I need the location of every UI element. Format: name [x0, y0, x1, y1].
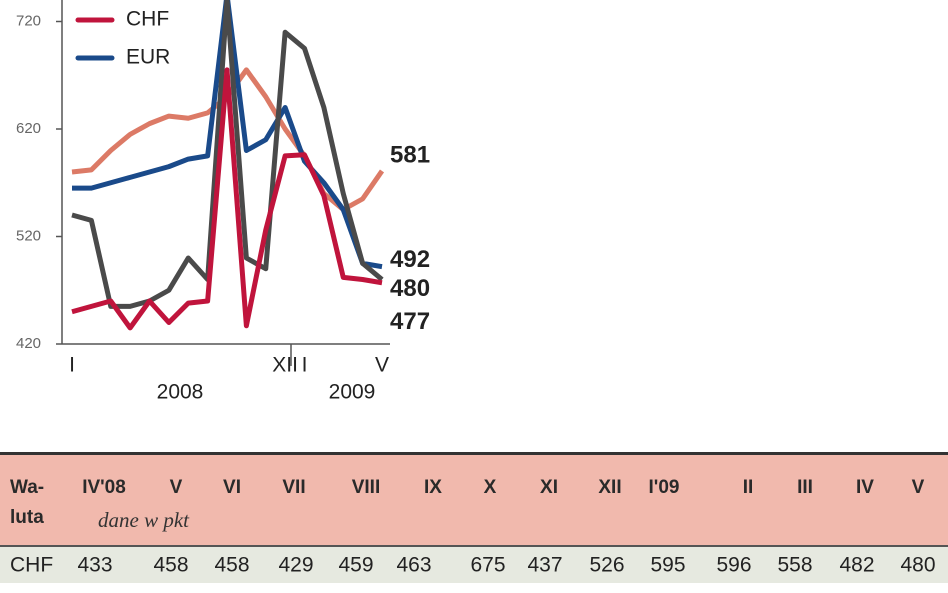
table-cell: 596 — [716, 554, 751, 577]
table-header: X — [484, 477, 497, 498]
series-line — [71, 0, 384, 309]
table-header-bg — [0, 455, 948, 545]
table-cell: 675 — [470, 554, 505, 577]
table-header: IX — [424, 477, 442, 498]
table-cell: 437 — [527, 554, 562, 577]
table-cell: 429 — [278, 554, 313, 577]
table-header: IV'08 — [82, 477, 126, 498]
x-tick-label: V — [375, 354, 389, 377]
end-label: 581 — [390, 141, 430, 168]
year-label: 2008 — [157, 381, 204, 404]
end-label: 480 — [390, 275, 430, 302]
table-border — [0, 452, 948, 455]
table-cell: 558 — [777, 554, 812, 577]
series-line — [72, 0, 383, 270]
table-header: XII — [598, 477, 621, 498]
table-header: Wa-luta — [10, 477, 44, 528]
table-cell: 482 — [839, 554, 874, 577]
table-cell: 458 — [153, 554, 188, 577]
table-header: I'09 — [649, 477, 680, 498]
x-tick-label: I — [302, 354, 308, 377]
series-line — [71, 67, 383, 331]
table-cell: 459 — [338, 554, 373, 577]
table-cell: 433 — [77, 554, 112, 577]
table-header: III — [797, 477, 813, 498]
end-label: 492 — [390, 246, 430, 273]
legend-label: EUR — [126, 46, 170, 69]
table-cell: 480 — [900, 554, 935, 577]
table-cell: 458 — [214, 554, 249, 577]
table-header: II — [743, 477, 754, 498]
table-header: IV — [856, 477, 874, 498]
table-cell: 526 — [589, 554, 624, 577]
y-tick-label: 520 — [16, 227, 41, 244]
table-cell: 463 — [396, 554, 431, 577]
y-tick-label: 420 — [16, 335, 41, 352]
year-label: 2009 — [329, 381, 376, 404]
table-header: VI — [223, 477, 241, 498]
table-header: VIII — [352, 477, 381, 498]
table-note: dane w pkt — [98, 508, 190, 532]
table-row-bg — [0, 547, 948, 583]
x-tick-label: I — [69, 354, 75, 377]
legend-label: CHF — [126, 8, 169, 31]
table-cell: 595 — [650, 554, 685, 577]
end-label: 477 — [390, 308, 430, 335]
y-tick-label: 720 — [16, 12, 41, 29]
table-header: VII — [282, 477, 305, 498]
table-header: V — [170, 477, 183, 498]
x-tick-label: XII — [272, 354, 298, 377]
table-header: V — [912, 477, 925, 498]
table-divider — [0, 545, 948, 547]
table-header: XI — [540, 477, 558, 498]
table-cell: CHF — [10, 554, 53, 577]
y-tick-label: 620 — [16, 120, 41, 137]
